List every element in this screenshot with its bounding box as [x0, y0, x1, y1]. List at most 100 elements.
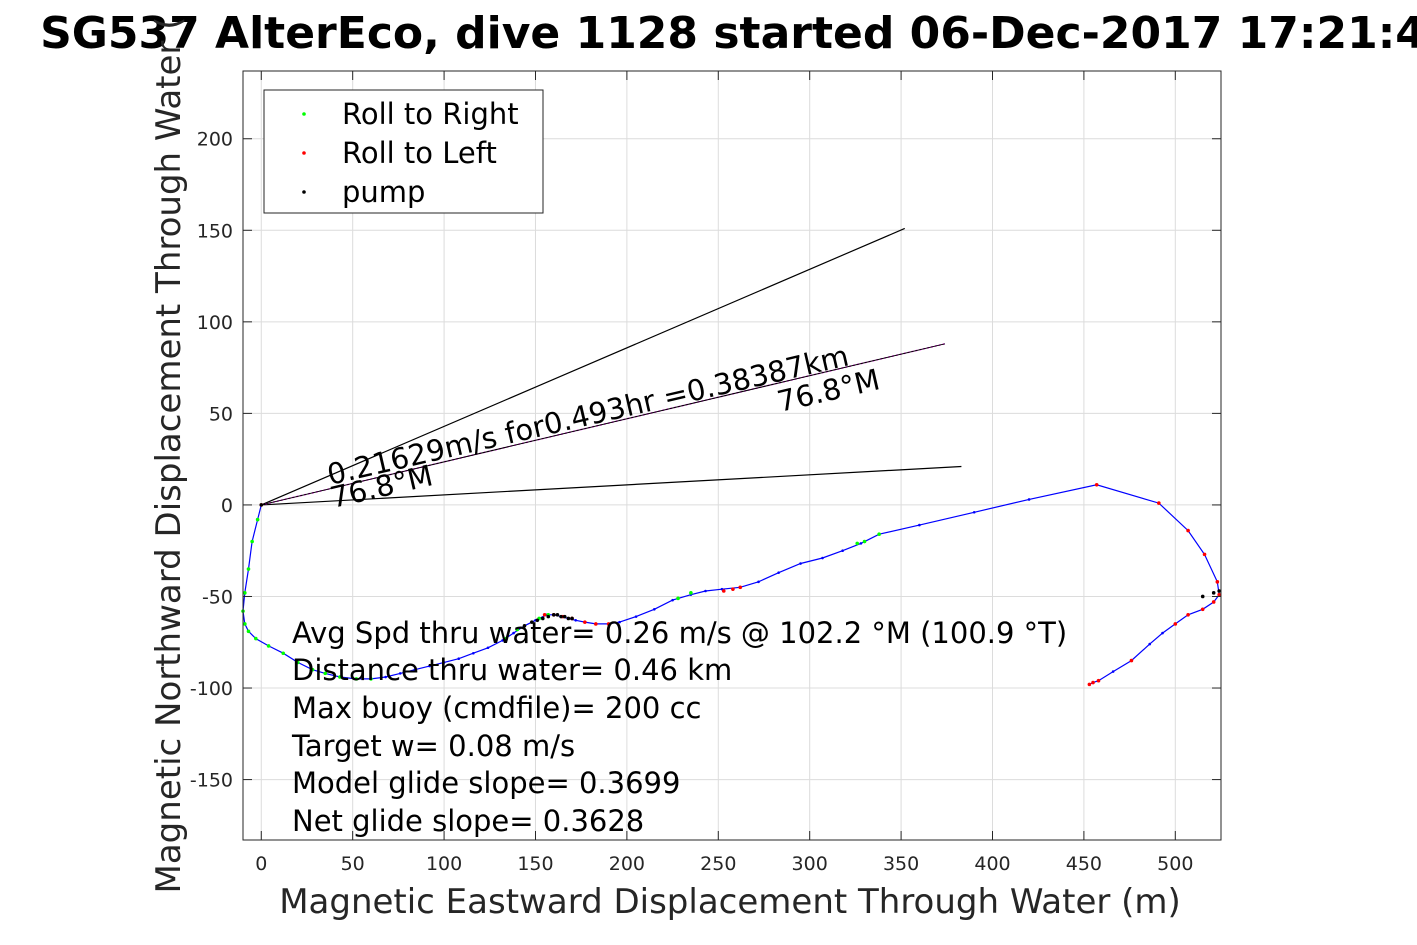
- chart-title: SG537 AlterEco, dive 1128 started 06-Dec…: [40, 8, 1417, 59]
- x-tick-label: 150: [517, 853, 553, 875]
- pump-point: [555, 612, 560, 617]
- track-point: [574, 618, 578, 622]
- stat-avg-speed: Avg Spd thru water= 0.26 m/s @ 102.2 °M …: [292, 616, 1067, 650]
- roll-right-point: [689, 591, 693, 595]
- roll-right-point: [246, 629, 251, 634]
- roll-left-point: [1091, 680, 1095, 685]
- roll-right-point: [855, 541, 860, 546]
- roll-left-point: [1096, 678, 1101, 683]
- mean-track-line: [261, 343, 946, 506]
- track-point: [1027, 498, 1031, 501]
- heading-lines: [261, 227, 962, 506]
- roll-right-point: [296, 660, 300, 665]
- y-axis-label: Magnetic Northward Displacement Through …: [149, 17, 189, 894]
- track-point: [618, 620, 621, 624]
- track-point: [799, 562, 802, 565]
- pump-point: [1217, 589, 1221, 593]
- roll-left-point: [1157, 501, 1161, 505]
- roll-left-point: [731, 587, 735, 591]
- track-point: [777, 571, 780, 574]
- stat-distance: Distance thru water= 0.46 km: [292, 653, 732, 687]
- legend-label-pump: pump: [342, 175, 425, 209]
- roll-left-point: [1211, 600, 1216, 604]
- roll-right-point: [255, 517, 260, 522]
- roll-left-point: [606, 622, 611, 626]
- x-tick-label: 100: [426, 853, 462, 875]
- pump-point: [546, 614, 551, 619]
- roll-right-point: [250, 539, 254, 544]
- y-tick-label: -150: [190, 770, 233, 792]
- roll-left-point: [1186, 528, 1190, 533]
- x-tick-label: 500: [1157, 853, 1193, 875]
- stat-target-w: Target w= 0.08 m/s: [291, 729, 575, 763]
- x-tick-label: 400: [974, 853, 1010, 875]
- track-point: [398, 672, 402, 675]
- roll-left-point: [1129, 658, 1134, 663]
- track-point: [859, 542, 863, 545]
- roll-left-point: [583, 620, 587, 624]
- roll-left-point: [1202, 552, 1207, 557]
- roll-right-point: [354, 677, 359, 681]
- pump-point: [530, 620, 534, 624]
- x-axis-label: Magnetic Eastward Displacement Through W…: [279, 882, 1181, 922]
- track-point: [634, 615, 638, 618]
- roll-right-point: [877, 532, 881, 537]
- track-point: [501, 639, 504, 642]
- track-point: [442, 661, 446, 664]
- roll-right-point: [246, 567, 251, 571]
- roll-left-point: [542, 612, 547, 617]
- heading-line: [261, 465, 962, 506]
- stat-max-buoy: Max buoy (cmdfile)= 200 cc: [292, 691, 701, 725]
- track-point: [428, 664, 431, 668]
- legend-box: [263, 89, 544, 214]
- x-tick-label: 300: [792, 853, 828, 875]
- roll-left-point: [1173, 622, 1178, 626]
- roll-right-point: [281, 651, 286, 656]
- plot-frame: [242, 70, 1222, 841]
- stat-net-glide: Net glide slope= 0.3628: [292, 804, 644, 838]
- y-tick-label: -50: [202, 586, 233, 608]
- pump-point: [566, 616, 571, 621]
- y-tick-label: 200: [197, 129, 233, 151]
- track-line: [242, 484, 1220, 685]
- track-point: [972, 510, 976, 514]
- stat-model-glide: Model glide slope= 0.3699: [292, 766, 680, 800]
- track-point: [757, 580, 760, 584]
- roll-right-point: [323, 671, 328, 676]
- track-point: [1148, 642, 1152, 646]
- heading-line: [261, 227, 905, 506]
- legend-marker-roll-right: [302, 112, 306, 116]
- pump-point: [1200, 594, 1205, 599]
- pump-point: [540, 616, 545, 621]
- roll-right-point: [515, 627, 520, 632]
- roll-right-point: [676, 596, 680, 601]
- roll-left-point: [1087, 682, 1092, 687]
- track-point: [457, 657, 461, 661]
- ticks: 0 50 100 150 200 250 300 350 400 450 500-150-100-5…: [190, 71, 1221, 875]
- y-tick-label: 100: [197, 312, 233, 334]
- roll-right-point: [310, 667, 315, 672]
- roll-left-point: [1217, 592, 1221, 597]
- pump-point: [570, 616, 574, 621]
- roll-right-point: [243, 622, 247, 626]
- legend-marker-pump: [302, 190, 306, 194]
- pump-point: [259, 503, 264, 507]
- roll-right-point: [504, 636, 509, 641]
- x-tick-label: 50: [341, 853, 365, 875]
- x-tick-label: 350: [883, 853, 919, 875]
- x-tick-label: 250: [700, 853, 736, 875]
- pump-point: [559, 614, 563, 619]
- grid: [243, 71, 1221, 840]
- roll-left-point: [1186, 612, 1190, 617]
- track-point: [841, 549, 844, 553]
- roll-left-point: [1094, 482, 1099, 487]
- y-tick-label: 150: [197, 220, 233, 242]
- track-point: [472, 651, 475, 655]
- roll-left-point: [1200, 607, 1205, 612]
- x-tick-label: 0: [255, 853, 267, 875]
- pump-point: [562, 614, 567, 619]
- track-point: [821, 556, 824, 560]
- roll-left-point: [1215, 580, 1220, 584]
- y-tick-label: 50: [209, 403, 233, 425]
